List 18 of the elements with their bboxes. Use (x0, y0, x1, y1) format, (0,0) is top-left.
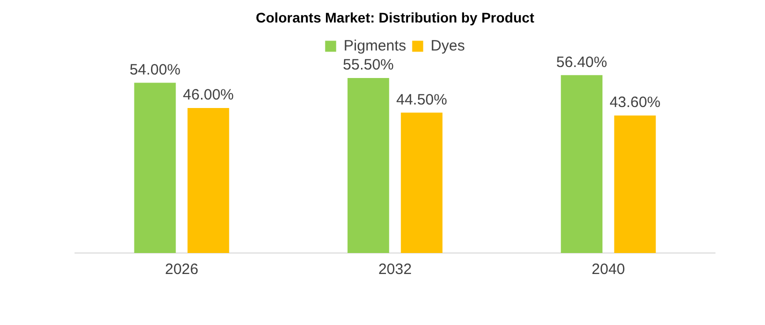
data-label: 46.00% (182, 86, 234, 104)
data-label: 55.50% (342, 56, 394, 74)
bar (614, 116, 656, 253)
data-label: 43.60% (610, 94, 660, 112)
data-label: 44.50% (396, 91, 448, 108)
bar (400, 112, 442, 253)
x-tick-label: 2026 (164, 261, 198, 278)
bar (134, 82, 176, 253)
data-label: 54.00% (130, 61, 180, 78)
x-tick-label: 2040 (592, 261, 626, 278)
bar (560, 75, 602, 253)
legend-label: Pigments (344, 37, 406, 54)
chart-title: Colorants Market: Distribution by Product (256, 9, 535, 26)
x-tick-label: 2032 (378, 261, 412, 278)
bar (348, 78, 390, 253)
bar (188, 108, 230, 253)
data-label: 56.40% (556, 54, 608, 71)
legend-label: Dyes (430, 37, 465, 54)
